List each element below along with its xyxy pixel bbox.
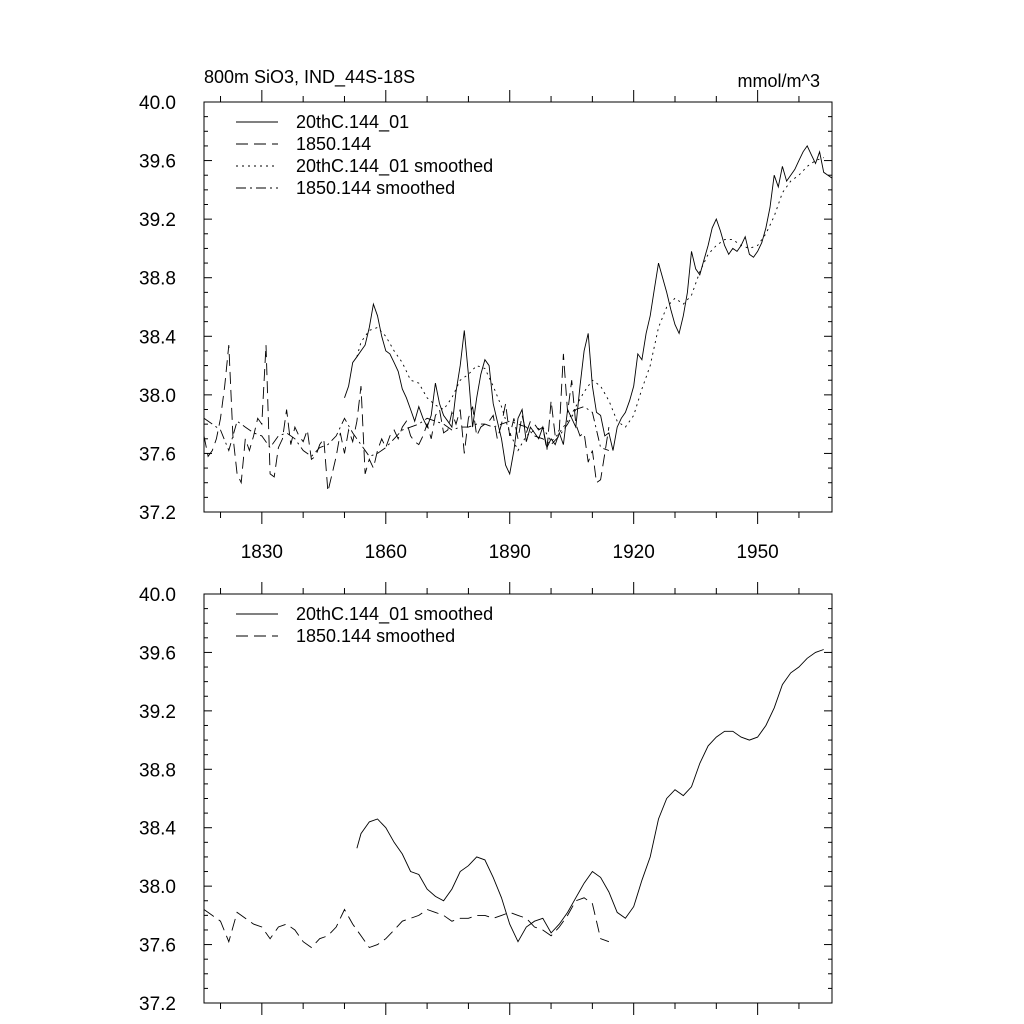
y-tick-label: 39.2 bbox=[139, 702, 176, 723]
legend-label: 20thC.144_01 smoothed bbox=[296, 156, 493, 177]
y-tick-label: 38.0 bbox=[139, 386, 176, 407]
y-tick-label: 39.6 bbox=[139, 643, 176, 664]
y-tick-label: 38.4 bbox=[139, 819, 176, 840]
y-tick-label: 38.8 bbox=[139, 269, 176, 290]
y-tick-label: 37.2 bbox=[139, 503, 176, 524]
y-tick-label: 37.6 bbox=[139, 444, 176, 465]
y-tick-label: 38.4 bbox=[139, 327, 176, 348]
x-tick-label: 1950 bbox=[736, 542, 778, 563]
legend-label: 20thC.144_01 bbox=[296, 112, 409, 133]
y-tick-label: 40.0 bbox=[139, 585, 176, 606]
title-right: mmol/m^3 bbox=[738, 71, 820, 91]
series-line bbox=[203, 345, 610, 492]
y-tick-label: 39.2 bbox=[139, 210, 176, 231]
series-line bbox=[344, 145, 833, 476]
x-tick-label: 1830 bbox=[241, 542, 283, 563]
y-tick-label: 39.6 bbox=[139, 152, 176, 173]
legend-label: 1850.144 smoothed bbox=[296, 178, 455, 198]
top-panel: 37.2 37.6 38.0 38.4 38.8 39.2 39.6 40.0 1830 1860… bbox=[139, 90, 833, 563]
y-tick-label: 38.8 bbox=[139, 760, 176, 781]
series-line bbox=[203, 897, 610, 949]
title-left: 800m SiO3, IND_44S-18S bbox=[204, 67, 415, 88]
y-tick-label: 40.0 bbox=[139, 93, 176, 114]
legend-label: 1850.144 bbox=[296, 134, 371, 154]
series-line bbox=[203, 406, 610, 457]
series-line bbox=[356, 157, 824, 452]
y-tick-label: 38.0 bbox=[139, 877, 176, 898]
y-tick-label: 37.6 bbox=[139, 936, 176, 957]
series-line bbox=[356, 649, 824, 943]
legend-label: 1850.144 smoothed bbox=[296, 626, 455, 646]
x-tick-label: 1860 bbox=[365, 542, 407, 563]
x-tick-label: 1920 bbox=[613, 542, 655, 563]
x-tick-label: 1890 bbox=[489, 542, 531, 563]
bottom-panel: 37.2 37.6 38.0 38.4 38.8 39.2 39.6 40.0 20thC.14… bbox=[139, 582, 833, 1015]
legend-label: 20thC.144_01 smoothed bbox=[296, 604, 493, 625]
y-tick-label: 37.2 bbox=[139, 994, 176, 1015]
